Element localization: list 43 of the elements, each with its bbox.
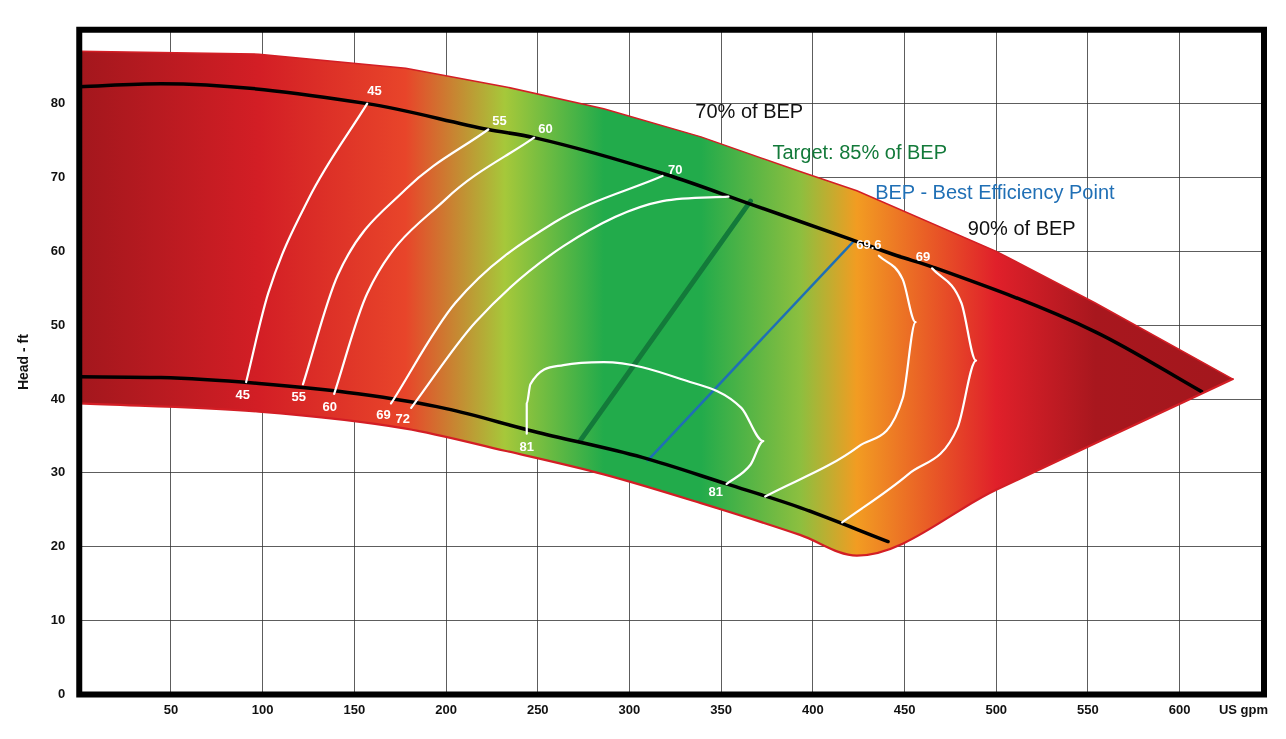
line-series	[841, 267, 978, 524]
line-series	[764, 254, 917, 498]
line-series	[245, 102, 369, 384]
annotation: 81	[708, 484, 723, 500]
line-series	[389, 174, 664, 405]
x-tick-label: 100	[251, 701, 274, 717]
x-axis-title: US gpm	[1218, 702, 1268, 718]
x-tick-label: 600	[1168, 701, 1191, 717]
y-tick-label: 50	[50, 316, 66, 332]
y-tick-label: 10	[50, 612, 66, 628]
line-series	[79, 375, 890, 544]
y-tick-label: 20	[50, 538, 66, 554]
line-series	[333, 136, 536, 395]
x-tick-label: 50	[163, 701, 179, 717]
y-axis-title: Head - ft	[15, 333, 32, 391]
x-tick-label: 400	[801, 701, 824, 717]
line-series	[301, 128, 490, 386]
x-tick-label: 150	[343, 701, 366, 717]
x-tick-label: 550	[1077, 701, 1099, 717]
annotation: 60	[538, 121, 553, 137]
annotation: 70	[668, 162, 683, 178]
y-tick-label: 40	[50, 390, 66, 406]
y-tick-label: 0	[58, 685, 66, 701]
y-tick-label: 60	[50, 242, 66, 258]
y-tick-label: 70	[50, 169, 66, 185]
y-tick-label: 30	[50, 464, 66, 480]
x-tick-label: 250	[526, 701, 549, 717]
annotation: 60	[322, 398, 338, 414]
annotation: 72	[395, 410, 411, 426]
annotation: 45	[235, 387, 251, 403]
annotation: 69	[915, 249, 931, 265]
annotation: 69	[376, 406, 391, 422]
line-series	[410, 195, 730, 409]
x-tick-label: 350	[710, 701, 732, 717]
y-tick-label: 80	[50, 95, 66, 111]
x-tick-label: 500	[985, 701, 1008, 717]
annotation: 81	[519, 439, 534, 455]
annotation: 55	[291, 389, 306, 405]
x-tick-label: 450	[893, 701, 916, 717]
x-tick-label: 300	[618, 701, 641, 717]
annotation: 55	[492, 112, 507, 128]
x-tick-label: 200	[435, 701, 457, 717]
annotation: 45	[367, 83, 382, 99]
